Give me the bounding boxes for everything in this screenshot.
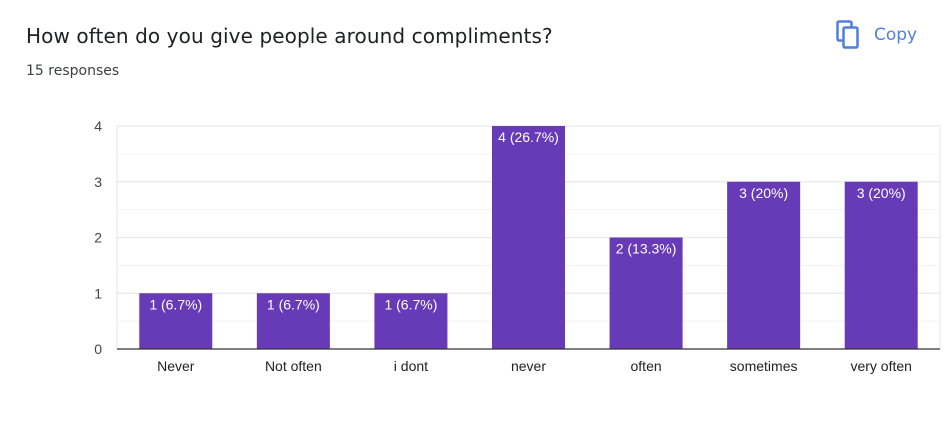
x-tick-label: very often <box>850 358 911 374</box>
bar <box>374 293 448 349</box>
bar <box>256 293 330 349</box>
bar <box>492 126 565 349</box>
x-tick-label: often <box>631 358 662 374</box>
chart-title: How often do you give people around comp… <box>26 24 553 48</box>
x-tick-label: sometimes <box>730 358 798 374</box>
y-tick-label: 1 <box>94 285 102 301</box>
y-tick-label: 2 <box>94 230 102 246</box>
y-tick-label: 0 <box>94 341 102 357</box>
bar <box>609 237 683 349</box>
y-tick-label: 3 <box>94 174 102 190</box>
copy-icon <box>836 20 860 50</box>
data-label: 1 (6.7%) <box>149 296 202 312</box>
x-tick-label: i dont <box>394 358 428 374</box>
data-label: 1 (6.7%) <box>384 296 437 312</box>
y-tick-label: 4 <box>94 118 102 134</box>
data-label: 2 (13.3%) <box>616 241 677 257</box>
data-label: 3 (20%) <box>857 185 906 201</box>
data-label: 4 (26.7%) <box>498 129 559 145</box>
bar <box>139 293 213 349</box>
bar <box>727 181 801 349</box>
copy-label: Copy <box>874 25 918 45</box>
data-label: 3 (20%) <box>739 185 788 201</box>
response-count: 15 responses <box>26 63 120 79</box>
x-tick-label: Not often <box>265 358 322 374</box>
x-tick-label: Never <box>157 358 195 374</box>
x-tick-label: never <box>511 358 546 374</box>
data-label: 1 (6.7%) <box>267 296 320 312</box>
bar <box>844 181 918 349</box>
copy-button[interactable]: Copy <box>836 18 917 52</box>
